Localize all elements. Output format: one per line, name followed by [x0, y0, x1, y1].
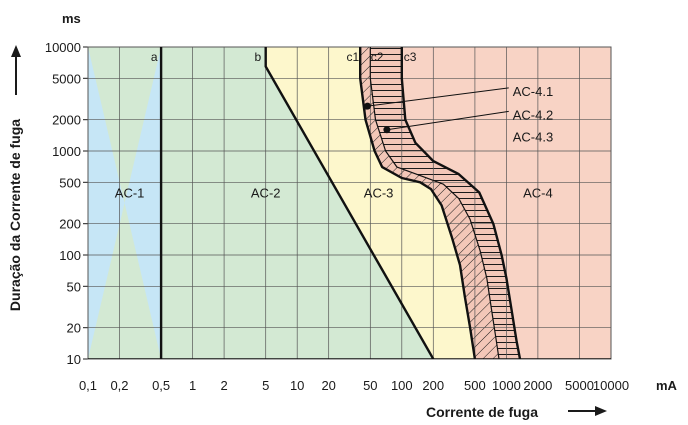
x-tick-label: 1000 [492, 378, 521, 393]
x-axis-arrow-icon [568, 406, 607, 416]
curve-c3 [400, 47, 522, 359]
annotation-ac-4-2: AC-4.2 [513, 107, 553, 122]
x-tick-label: 0,5 [152, 378, 170, 393]
y-tick-label: 10 [67, 352, 81, 367]
zone-ac-1-fill [88, 47, 162, 359]
band-ac-4-1 [360, 47, 499, 359]
curve-label-a: a [151, 50, 158, 64]
curve-c2 [369, 47, 500, 359]
x-tick-label: 500 [464, 378, 486, 393]
x-tick-label: 50 [363, 378, 377, 393]
x-tick-label: 2 [220, 378, 227, 393]
x-tick-label: 1 [189, 378, 196, 393]
annotation-ac-4-3: AC-4.3 [513, 129, 553, 144]
y-tick-label: 200 [59, 217, 81, 232]
annotation-leader [386, 110, 509, 131]
y-tick-label: 1000 [52, 144, 81, 159]
zone-label-ac-1: AC-1 [115, 185, 145, 200]
zone-label-ac-3: AC-3 [364, 185, 394, 200]
curve-label-b: b [254, 50, 261, 64]
grid [83, 46, 612, 360]
x-tick-label: 5000 [565, 378, 594, 393]
zone-backgrounds [88, 47, 611, 359]
y-unit-label: ms [62, 11, 81, 26]
x-tick-label: 100 [391, 378, 413, 393]
annotation-dot [383, 126, 391, 134]
annotation-dot [364, 102, 372, 110]
curve-label-c1: c1 [346, 50, 359, 64]
x-tick-label: 200 [422, 378, 444, 393]
y-tick-label: 500 [59, 175, 81, 190]
zone-label-ac-2: AC-2 [251, 185, 281, 200]
y-tick-label: 100 [59, 248, 81, 263]
zone-ac-2-fill [88, 47, 434, 359]
y-tick-label: 50 [67, 279, 81, 294]
y-axis-arrow-icon [11, 45, 21, 95]
x-tick-label: 0,1 [79, 378, 97, 393]
x-axis-title: Corrente de fuga [426, 404, 538, 420]
y-tick-label: 10000 [45, 40, 81, 55]
curve-b [264, 47, 435, 359]
x-tick-label: 0,2 [110, 378, 128, 393]
zone-label-ac-4: AC-4 [523, 185, 553, 200]
x-tick-label: 10000 [593, 378, 629, 393]
y-tick-label: 20 [67, 321, 81, 336]
curve-c1 [359, 47, 477, 359]
boundary-curves [88, 47, 611, 359]
x-tick-label: 10 [290, 378, 304, 393]
annotation-leader [367, 87, 509, 107]
y-tick-label: 2000 [52, 113, 81, 128]
y-axis-title: Duração da Corrente de fuga [7, 119, 23, 311]
curve-label-c2: c2 [371, 50, 384, 64]
annotation-ac-4-1: AC-4.1 [513, 84, 553, 99]
x-tick-label: 5 [262, 378, 269, 393]
x-unit-label: mA [656, 378, 678, 393]
y-tick-label: 5000 [52, 71, 81, 86]
x-tick-label: 2000 [523, 378, 552, 393]
x-tick-label: 20 [321, 378, 335, 393]
curve-label-c3: c3 [404, 50, 417, 64]
